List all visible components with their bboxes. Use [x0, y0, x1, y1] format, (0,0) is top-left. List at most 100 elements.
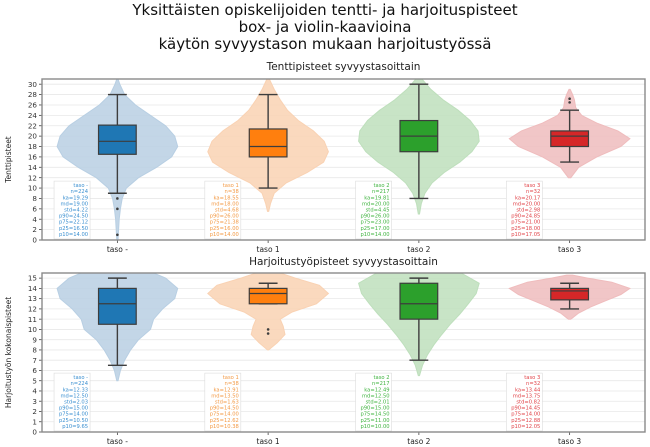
stats-line: std=2.98 — [516, 208, 540, 214]
stats-line: p25=16.50 — [59, 226, 88, 232]
y-tick-label: 30 — [28, 80, 38, 89]
stats-line: p25=11.00 — [360, 418, 389, 424]
y-tick-label: 24 — [28, 111, 38, 120]
stats-line: std=4.22 — [64, 208, 88, 214]
x-tick-label: taso 1 — [257, 245, 280, 254]
y-tick-label: 9 — [32, 335, 37, 344]
box-iqr — [550, 130, 590, 148]
y-tick-label: 6 — [32, 366, 37, 375]
stats-line: n=38 — [225, 189, 239, 195]
stats-line: n=217 — [372, 189, 390, 195]
figure-suptitle: Yksittäisten opiskelijoiden tentti- ja h… — [0, 2, 650, 53]
y-tick-label: 4 — [32, 215, 37, 224]
stats-line: std=4.68 — [215, 208, 239, 214]
y-tick-label: 6 — [32, 204, 37, 213]
stats-line: ka=18.55 — [214, 195, 239, 201]
x-tick-label: taso 3 — [558, 437, 581, 446]
group-taso2: taso 2n=217ka=19.81md=20.00std=4.45p90=2… — [355, 78, 480, 240]
stats-line: p10=10.38 — [210, 424, 239, 430]
y-tick-label: 22 — [28, 121, 37, 130]
stats-line: md=12.50 — [362, 393, 390, 399]
stats-line: p25=10.50 — [59, 418, 88, 424]
chart-title: Harjoitustyöpisteet syvyystasoittain — [249, 256, 438, 268]
group-tasonone: taso -n=224ka=19.29md=19.00std=4.22p90=2… — [53, 78, 179, 241]
stats-line: p75=23.00 — [360, 220, 389, 226]
stats-line: taso 2 — [374, 375, 390, 381]
box-iqr — [97, 287, 137, 325]
y-tick-label: 5 — [32, 376, 37, 385]
stats-line: md=19.00 — [61, 201, 89, 207]
stats-line: taso 1 — [223, 183, 239, 189]
stats-line: p90=26.00 — [210, 214, 239, 220]
stats-line: p25=18.00 — [511, 226, 540, 232]
stats-line: std=0.82 — [516, 400, 540, 406]
y-tick-label: 2 — [32, 407, 37, 416]
y-tick-label: 14 — [28, 163, 38, 172]
y-tick-label: 13 — [28, 294, 37, 303]
y-tick-label: 0 — [32, 428, 37, 437]
box-iqr — [550, 287, 590, 301]
group-taso2: taso 2n=217ka=12.49md=12.50std=2.01p90=1… — [355, 272, 480, 432]
stats-line: std=1.63 — [215, 400, 239, 406]
box-iqr — [97, 124, 137, 155]
suptitle-line-3: käytön syvyystason mukaan harjoitustyöss… — [158, 35, 492, 53]
outlier-point — [116, 197, 119, 200]
stats-line: p25=12.62 — [210, 418, 239, 424]
stats-box — [506, 372, 543, 432]
y-tick-label: 20 — [28, 132, 38, 141]
stats-box — [204, 372, 242, 432]
y-tick-label: 28 — [28, 90, 38, 99]
stats-line: md=13.50 — [211, 393, 239, 399]
stats-line: p90=24.85 — [511, 214, 540, 220]
stats-line: md=20.00 — [513, 201, 541, 207]
outlier-point — [568, 97, 571, 101]
stats-line: ka=13.44 — [515, 387, 541, 393]
x-tick-label: taso 1 — [257, 437, 280, 446]
stats-line: p10=14.00 — [210, 232, 239, 238]
stats-line: n=32 — [526, 381, 540, 387]
stats-line: std=2.01 — [366, 400, 390, 406]
stats-line: p10=9.65 — [62, 424, 88, 430]
stats-line: p90=14.45 — [511, 406, 540, 412]
chart-panel-1: Harjoitustyöpisteet syvyystasoittain0123… — [4, 256, 646, 446]
stats-line: taso 1 — [223, 375, 239, 381]
y-tick-label: 4 — [32, 387, 37, 396]
y-tick-label: 8 — [32, 346, 37, 355]
stats-line: md=20.00 — [362, 201, 390, 207]
stats-line: p25=12.88 — [511, 418, 540, 424]
y-axis-label: Harjoitustyön kokonaispisteet — [4, 297, 13, 408]
y-tick-label: 14 — [28, 284, 38, 293]
stats-line: p75=14.50 — [360, 412, 389, 418]
group-taso3: taso 3n=32ka=20.17md=20.00std=2.98p90=24… — [506, 88, 631, 240]
stats-line: md=12.50 — [61, 393, 89, 399]
stats-line: p10=10.00 — [360, 424, 389, 430]
group-taso1: taso 1n=38ka=12.91md=13.50std=1.63p90=14… — [204, 272, 330, 432]
stats-line: p75=14.00 — [511, 412, 540, 418]
stats-line: n=224 — [71, 189, 89, 195]
stats-line: ka=19.81 — [364, 195, 389, 201]
stats-line: taso 2 — [374, 183, 390, 189]
stats-line: ka=19.29 — [63, 195, 88, 201]
box-iqr — [248, 287, 288, 305]
box-iqr — [399, 282, 439, 320]
stats-box — [355, 372, 392, 432]
chart-title: Tenttipisteet syvyystasoittain — [266, 61, 421, 73]
stats-box — [355, 180, 392, 240]
stats-line: p10=12.05 — [511, 424, 540, 430]
stats-line: p90=14.50 — [210, 406, 239, 412]
suptitle-line-1: Yksittäisten opiskelijoiden tentti- ja h… — [132, 1, 518, 19]
x-tick-label: taso - — [107, 437, 128, 446]
box-iqr — [248, 128, 288, 158]
y-tick-label: 11 — [28, 315, 37, 324]
stats-line: p75=21.00 — [511, 220, 540, 226]
y-tick-label: 10 — [28, 325, 38, 334]
stats-line: md=18.00 — [211, 201, 239, 207]
stats-line: n=38 — [225, 381, 239, 387]
y-axis-label: Tenttipisteet — [4, 136, 13, 184]
stats-line: p10=14.00 — [59, 232, 88, 238]
outlier-point — [116, 233, 119, 237]
y-tick-label: 18 — [28, 142, 38, 151]
stats-line: p75=21.38 — [210, 220, 239, 226]
chart-panel-0: Tenttipisteet syvyystasoittain0246810121… — [4, 61, 646, 254]
